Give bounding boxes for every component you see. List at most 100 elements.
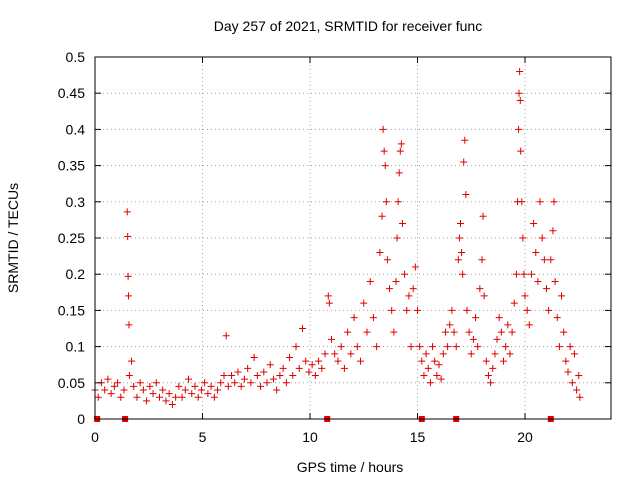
data-point (276, 372, 284, 380)
data-point (401, 270, 409, 278)
data-point (502, 343, 510, 351)
y-tick-label: 0.25 (58, 230, 85, 246)
data-point (210, 393, 218, 401)
data-point (125, 292, 133, 300)
data-point (201, 379, 209, 387)
data-point (424, 364, 432, 372)
data-point (117, 393, 125, 401)
data-point (363, 328, 371, 336)
data-point (497, 328, 505, 336)
data-point (472, 314, 480, 322)
data-point (253, 372, 261, 380)
data-point (474, 343, 482, 351)
data-point (397, 140, 405, 148)
data-point (159, 386, 167, 394)
y-tick-label: 0.4 (66, 121, 86, 137)
x-tick-label: 10 (302, 429, 318, 445)
data-point (156, 393, 163, 401)
data-point (437, 375, 445, 383)
data-point (263, 379, 271, 387)
data-point (244, 364, 252, 372)
data-point (257, 382, 265, 390)
data-point (512, 270, 520, 278)
data-point (197, 386, 205, 394)
data-point (110, 382, 118, 390)
data-point (480, 292, 488, 300)
data-point (273, 386, 281, 394)
data-point (136, 379, 144, 387)
data-point (146, 382, 154, 390)
data-point (459, 270, 467, 278)
data-point (478, 256, 486, 264)
data-point (350, 314, 358, 322)
data-point (204, 390, 212, 398)
x-axis-label: GPS time / hours (297, 459, 404, 475)
data-point (369, 314, 377, 322)
data-point (523, 306, 531, 314)
data-point (125, 321, 133, 329)
data-point (124, 272, 132, 280)
data-point (298, 325, 306, 332)
data-point (383, 256, 391, 264)
data-point (334, 357, 342, 365)
data-point (194, 393, 202, 401)
y-tick-label: 0.5 (66, 49, 86, 65)
data-point (487, 379, 495, 387)
x-tick-label: 5 (199, 429, 207, 445)
data-point (482, 357, 490, 365)
data-point (311, 372, 319, 380)
data-point (540, 256, 548, 264)
data-point (431, 357, 439, 365)
data-point (418, 357, 426, 365)
data-point (396, 147, 404, 155)
data-point (347, 350, 355, 358)
x-tick-label: 15 (410, 429, 426, 445)
data-point (515, 125, 523, 133)
data-point (324, 292, 332, 300)
data-point (282, 379, 290, 387)
data-point (381, 162, 389, 170)
data-point (553, 314, 561, 322)
data-point (460, 158, 468, 166)
data-point (458, 248, 466, 256)
data-point (411, 263, 419, 271)
data-point (508, 328, 516, 336)
data-point (305, 368, 313, 376)
data-point (549, 227, 557, 235)
data-point (543, 285, 550, 293)
data-point (394, 198, 402, 206)
data-point (516, 96, 524, 104)
data-point (286, 353, 294, 361)
data-point (104, 375, 112, 383)
data-point (463, 306, 471, 314)
y-axis-label: SRMTID / TECUs (5, 183, 21, 293)
data-points (91, 67, 584, 409)
data-point (393, 234, 401, 242)
x-tick-label: 20 (517, 429, 533, 445)
data-point (504, 321, 512, 329)
data-point (398, 220, 406, 228)
data-point (188, 390, 196, 398)
data-point (416, 343, 424, 351)
data-point (388, 306, 396, 314)
data-point (234, 368, 242, 376)
y-tick-label: 0 (77, 411, 85, 427)
data-point (247, 379, 255, 387)
data-point (566, 343, 574, 351)
y-tick-label: 0.45 (58, 85, 85, 101)
data-point (414, 306, 421, 314)
data-point (538, 234, 546, 242)
y-tick-label: 0.15 (58, 302, 85, 318)
data-point (222, 332, 230, 340)
data-point (441, 328, 449, 336)
data-point (302, 357, 310, 365)
data-point (493, 335, 501, 343)
y-tick-label: 0.35 (58, 158, 85, 174)
data-point (422, 350, 430, 358)
data-point (564, 368, 572, 376)
data-point (516, 67, 524, 75)
data-point (378, 212, 386, 220)
data-point (467, 350, 475, 358)
data-point (237, 382, 245, 390)
